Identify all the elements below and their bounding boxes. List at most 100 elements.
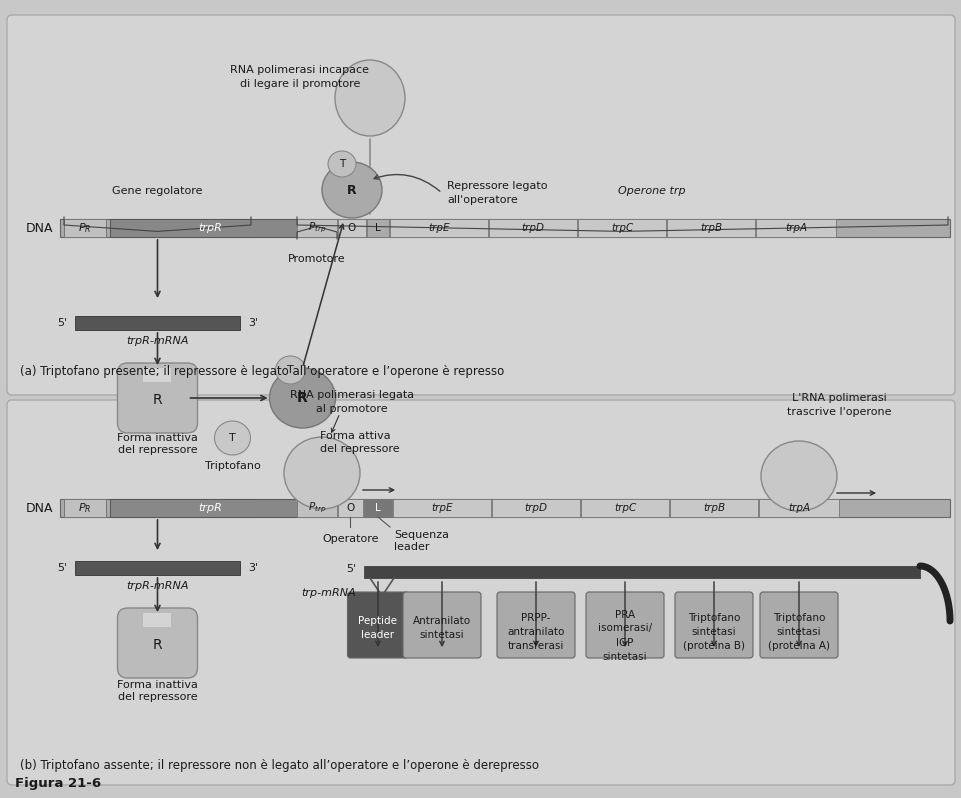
Text: sintetasi: sintetasi — [419, 630, 464, 641]
Ellipse shape — [334, 60, 405, 136]
Text: trpC: trpC — [613, 503, 635, 513]
Text: Triptofano: Triptofano — [205, 461, 260, 471]
Text: Triptofano: Triptofano — [772, 613, 825, 623]
Text: DNA: DNA — [26, 222, 54, 235]
Bar — [337, 499, 362, 517]
Bar — [393, 499, 490, 517]
Ellipse shape — [322, 162, 382, 218]
Bar — [297, 219, 336, 237]
Text: Repressore legato: Repressore legato — [447, 181, 547, 191]
Text: Forma inattiva: Forma inattiva — [117, 680, 198, 690]
Text: IGP: IGP — [616, 638, 633, 647]
Bar — [295, 499, 949, 517]
Bar — [488, 219, 577, 237]
Text: trpR: trpR — [198, 503, 222, 513]
Bar — [64, 219, 106, 237]
Text: trpR: trpR — [198, 223, 222, 233]
Text: trpC: trpC — [610, 223, 632, 233]
Text: trpE: trpE — [431, 503, 453, 513]
Bar — [143, 368, 171, 382]
FancyBboxPatch shape — [675, 592, 752, 658]
FancyBboxPatch shape — [497, 592, 575, 658]
Text: di legare il promotore: di legare il promotore — [239, 79, 359, 89]
Bar — [491, 499, 579, 517]
Bar — [295, 219, 949, 237]
Text: R: R — [347, 184, 357, 196]
Text: trascrive l'operone: trascrive l'operone — [786, 407, 890, 417]
Text: $P_{trp}$: $P_{trp}$ — [308, 221, 326, 235]
Text: antranilato: antranilato — [506, 627, 564, 637]
Ellipse shape — [214, 421, 250, 455]
Bar — [110, 499, 309, 517]
Text: trpE: trpE — [428, 223, 450, 233]
Ellipse shape — [269, 368, 335, 428]
Text: (b) Triptofano assente; il repressore non è legato all’operatore e l’operone è d: (b) Triptofano assente; il repressore no… — [20, 759, 538, 772]
Text: trp-mRNA: trp-mRNA — [301, 588, 356, 598]
Text: $P_R$: $P_R$ — [78, 221, 91, 235]
Text: PRA: PRA — [614, 610, 634, 619]
Text: $P_{trp}$: $P_{trp}$ — [308, 501, 326, 516]
Text: Gene regolatore: Gene regolatore — [112, 186, 203, 196]
Text: R: R — [153, 638, 162, 652]
Ellipse shape — [760, 441, 836, 511]
Text: T: T — [338, 159, 345, 169]
Text: RNA polimerasi incapace: RNA polimerasi incapace — [231, 65, 369, 75]
Text: del repressore: del repressore — [117, 692, 197, 702]
Bar — [297, 499, 336, 517]
Text: Forma attiva: Forma attiva — [320, 431, 391, 441]
Text: 3': 3' — [248, 563, 258, 573]
FancyBboxPatch shape — [7, 400, 954, 785]
Ellipse shape — [328, 151, 356, 177]
Text: RNA polimerasi legata: RNA polimerasi legata — [289, 390, 413, 400]
Text: Forma inattiva: Forma inattiva — [117, 433, 198, 443]
Text: trpA: trpA — [784, 223, 806, 233]
Text: 5': 5' — [57, 318, 67, 328]
Text: Operone trp: Operone trp — [617, 186, 684, 196]
Text: R: R — [153, 393, 162, 407]
Text: 3': 3' — [248, 318, 258, 328]
Bar — [666, 219, 754, 237]
Bar — [389, 219, 487, 237]
Text: trpR-mRNA: trpR-mRNA — [126, 581, 188, 591]
Text: 5': 5' — [346, 564, 356, 574]
Text: sintetasi: sintetasi — [691, 627, 735, 637]
Text: R: R — [297, 391, 308, 405]
Bar — [75, 316, 239, 330]
Text: del repressore: del repressore — [117, 445, 197, 455]
FancyBboxPatch shape — [117, 363, 197, 433]
Bar — [669, 499, 757, 517]
Bar — [75, 561, 239, 575]
Text: del repressore: del repressore — [320, 444, 400, 454]
Text: T: T — [229, 433, 235, 443]
Bar — [60, 499, 255, 517]
Text: Peptide: Peptide — [358, 617, 397, 626]
Bar — [110, 219, 309, 237]
Text: transferasi: transferasi — [507, 641, 563, 651]
FancyBboxPatch shape — [585, 592, 663, 658]
Text: trpD: trpD — [521, 223, 544, 233]
Text: L'RNA polimerasi: L'RNA polimerasi — [791, 393, 885, 403]
Text: leader: leader — [394, 542, 429, 552]
Bar — [363, 566, 919, 578]
Text: 5': 5' — [57, 563, 67, 573]
Text: DNA: DNA — [26, 501, 54, 515]
Text: Sequenza: Sequenza — [394, 530, 449, 540]
Bar — [758, 499, 838, 517]
Text: Promotore: Promotore — [288, 254, 345, 264]
Bar — [755, 219, 835, 237]
FancyBboxPatch shape — [7, 15, 954, 395]
Bar — [578, 219, 665, 237]
Bar — [580, 499, 668, 517]
Text: trpR-mRNA: trpR-mRNA — [126, 336, 188, 346]
Text: L: L — [375, 503, 381, 513]
Bar — [363, 499, 391, 517]
Text: al promotore: al promotore — [316, 404, 387, 414]
Text: Triptofano: Triptofano — [687, 613, 739, 623]
Text: trpB: trpB — [700, 223, 722, 233]
Text: isomerasi/: isomerasi/ — [598, 623, 652, 634]
Text: Antranilato: Antranilato — [412, 617, 471, 626]
Text: leader: leader — [361, 630, 394, 641]
Bar — [143, 613, 171, 627]
Bar — [64, 499, 106, 517]
Text: $P_R$: $P_R$ — [78, 501, 91, 515]
